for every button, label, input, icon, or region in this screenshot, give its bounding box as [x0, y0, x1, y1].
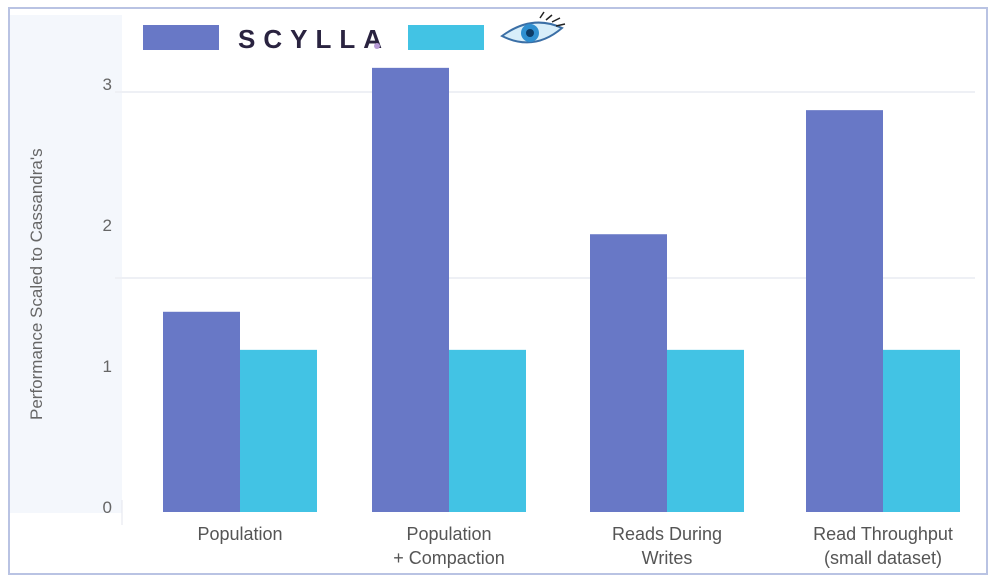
legend: SCYLLA: [143, 11, 566, 54]
bar-cassandra-1: [449, 349, 526, 512]
y-axis-panel: [10, 15, 122, 513]
y-tick-label: 2: [103, 216, 112, 235]
y-axis-label: Performance Scaled to Cassandra's: [27, 148, 46, 420]
x-category-label: Writes: [642, 548, 693, 568]
y-tick-label: 0: [103, 498, 112, 517]
y-tick-label: 3: [103, 75, 112, 94]
x-category-label: Reads During: [612, 524, 722, 544]
bar-cassandra-2: [667, 349, 744, 512]
chart-border: [8, 7, 988, 575]
bar-scylla-2: [590, 234, 667, 513]
y-tick-label: 1: [103, 357, 112, 376]
bar-scylla-1: [372, 67, 449, 512]
x-category-label: Population: [197, 524, 282, 544]
bar-scylla-0: [163, 311, 240, 512]
legend-label-scylla: SCYLLA: [238, 24, 390, 54]
legend-swatch-scylla: [143, 25, 219, 50]
x-category-label: Population: [406, 524, 491, 544]
bar-scylla-3: [806, 110, 883, 513]
scylla-logo-dot: [374, 43, 380, 49]
bar-cassandra-0: [240, 349, 317, 512]
legend-swatch-cassandra: [408, 25, 484, 50]
bar-cassandra-3: [883, 349, 960, 512]
x-category-label: Read Throughput: [813, 524, 953, 544]
x-category-label: (small dataset): [824, 548, 942, 568]
x-category-label: + Compaction: [393, 548, 505, 568]
cassandra-eye-icon: [500, 11, 566, 44]
